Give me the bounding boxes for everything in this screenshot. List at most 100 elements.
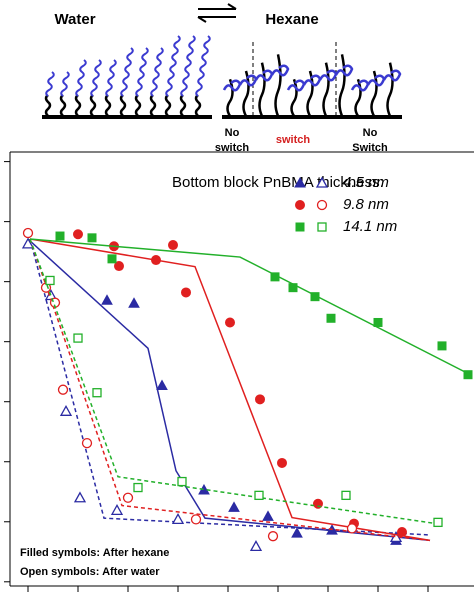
filled-point (262, 510, 274, 521)
fit-line-dashed (29, 238, 431, 536)
open-point (254, 490, 264, 501)
filled-point (326, 313, 336, 323)
open-point (190, 514, 202, 525)
legend-marker-filled (294, 176, 306, 188)
short-chain (44, 94, 52, 117)
open-point (21, 237, 35, 249)
long-chain (105, 59, 117, 97)
collapsed-chain (270, 64, 290, 77)
filled-point (288, 283, 298, 293)
filled-point (114, 261, 124, 272)
legend-label: 14.1 nm (343, 218, 397, 235)
short-chain (59, 94, 67, 117)
filled-point (107, 254, 117, 264)
filled-point (310, 292, 320, 302)
filled-point (228, 501, 240, 512)
collapsed-chain (382, 69, 402, 82)
open-point (59, 404, 73, 416)
legend-marker-open (315, 176, 329, 188)
stretched-chain (370, 70, 378, 117)
open-point (177, 476, 187, 487)
open-point (346, 523, 358, 534)
long-chain (195, 35, 211, 97)
arrow-right (198, 3, 237, 10)
short-chain (104, 94, 112, 117)
region-label: switch (276, 134, 311, 146)
fit-line-solid (29, 238, 431, 542)
open-point (45, 275, 55, 286)
open-point (92, 388, 102, 398)
stretched-chain (306, 70, 314, 117)
schematic: Water Hexane No switch switch No Switch (42, 3, 402, 154)
filled-point (277, 457, 287, 468)
open-point (73, 333, 83, 343)
short-chain (134, 94, 142, 117)
open-point (110, 504, 124, 516)
open-point (122, 492, 134, 503)
open-point (22, 227, 34, 239)
long-chain (165, 35, 181, 97)
note: Filled symbols: After hexane (20, 547, 169, 559)
filled-point (373, 317, 383, 327)
short-chain (164, 94, 172, 117)
open-point (433, 517, 443, 528)
filled-point (87, 233, 97, 243)
arrow-left (197, 16, 236, 23)
region-label: switch (215, 142, 250, 154)
fit-line-solid (27, 238, 431, 542)
filled-point (168, 240, 178, 251)
filled-point (55, 231, 65, 241)
collapsed-chain (286, 79, 306, 92)
left-label: Water (54, 11, 95, 28)
legend-title: Bottom block PnBMA thickness: (172, 174, 384, 191)
open-point (73, 491, 87, 503)
short-chain (89, 94, 97, 117)
long-chain (135, 47, 149, 97)
filled-point (255, 394, 265, 405)
short-chain (194, 94, 202, 117)
fit-line-solid (29, 238, 469, 375)
collapsed-chain (254, 69, 274, 82)
region-label: Switch (352, 142, 388, 154)
open-point (81, 437, 93, 449)
long-chain (45, 71, 55, 97)
open-point (249, 540, 263, 552)
stretched-chain (258, 62, 266, 117)
stretched-chain (322, 62, 330, 117)
stretched-chain (242, 70, 250, 117)
filled-point (181, 287, 191, 298)
legend-marker-open (316, 199, 328, 211)
legend-label: 4.5 nm (343, 174, 389, 191)
short-chain (179, 94, 187, 117)
legend-marker-filled (295, 222, 305, 232)
filled-point (128, 297, 140, 308)
filled-point (151, 255, 161, 266)
short-chain (74, 94, 82, 117)
open-point (171, 513, 185, 525)
filled-point (225, 317, 235, 328)
open-point (133, 482, 143, 493)
collapsed-chain (318, 69, 338, 82)
long-chain (75, 59, 87, 97)
region-label: No (363, 127, 378, 139)
collapsed-chain (238, 74, 258, 87)
collapsed-chain (334, 64, 354, 77)
filled-point (156, 379, 168, 391)
long-chain (150, 47, 164, 97)
stretched-chain (386, 62, 394, 117)
filled-point (291, 527, 303, 538)
filled-point (397, 526, 407, 537)
right-label: Hexane (265, 11, 318, 28)
long-chain (120, 47, 134, 97)
collapsed-chain (350, 79, 370, 92)
short-chain (119, 94, 127, 117)
open-point (341, 490, 351, 501)
legend-marker-filled (295, 200, 305, 210)
filled-point (463, 370, 473, 380)
long-chain (90, 59, 102, 97)
stretched-chain (274, 54, 282, 117)
legend-label: 9.8 nm (343, 196, 389, 213)
filled-point (270, 272, 280, 282)
fit-line-dashed (29, 238, 441, 525)
